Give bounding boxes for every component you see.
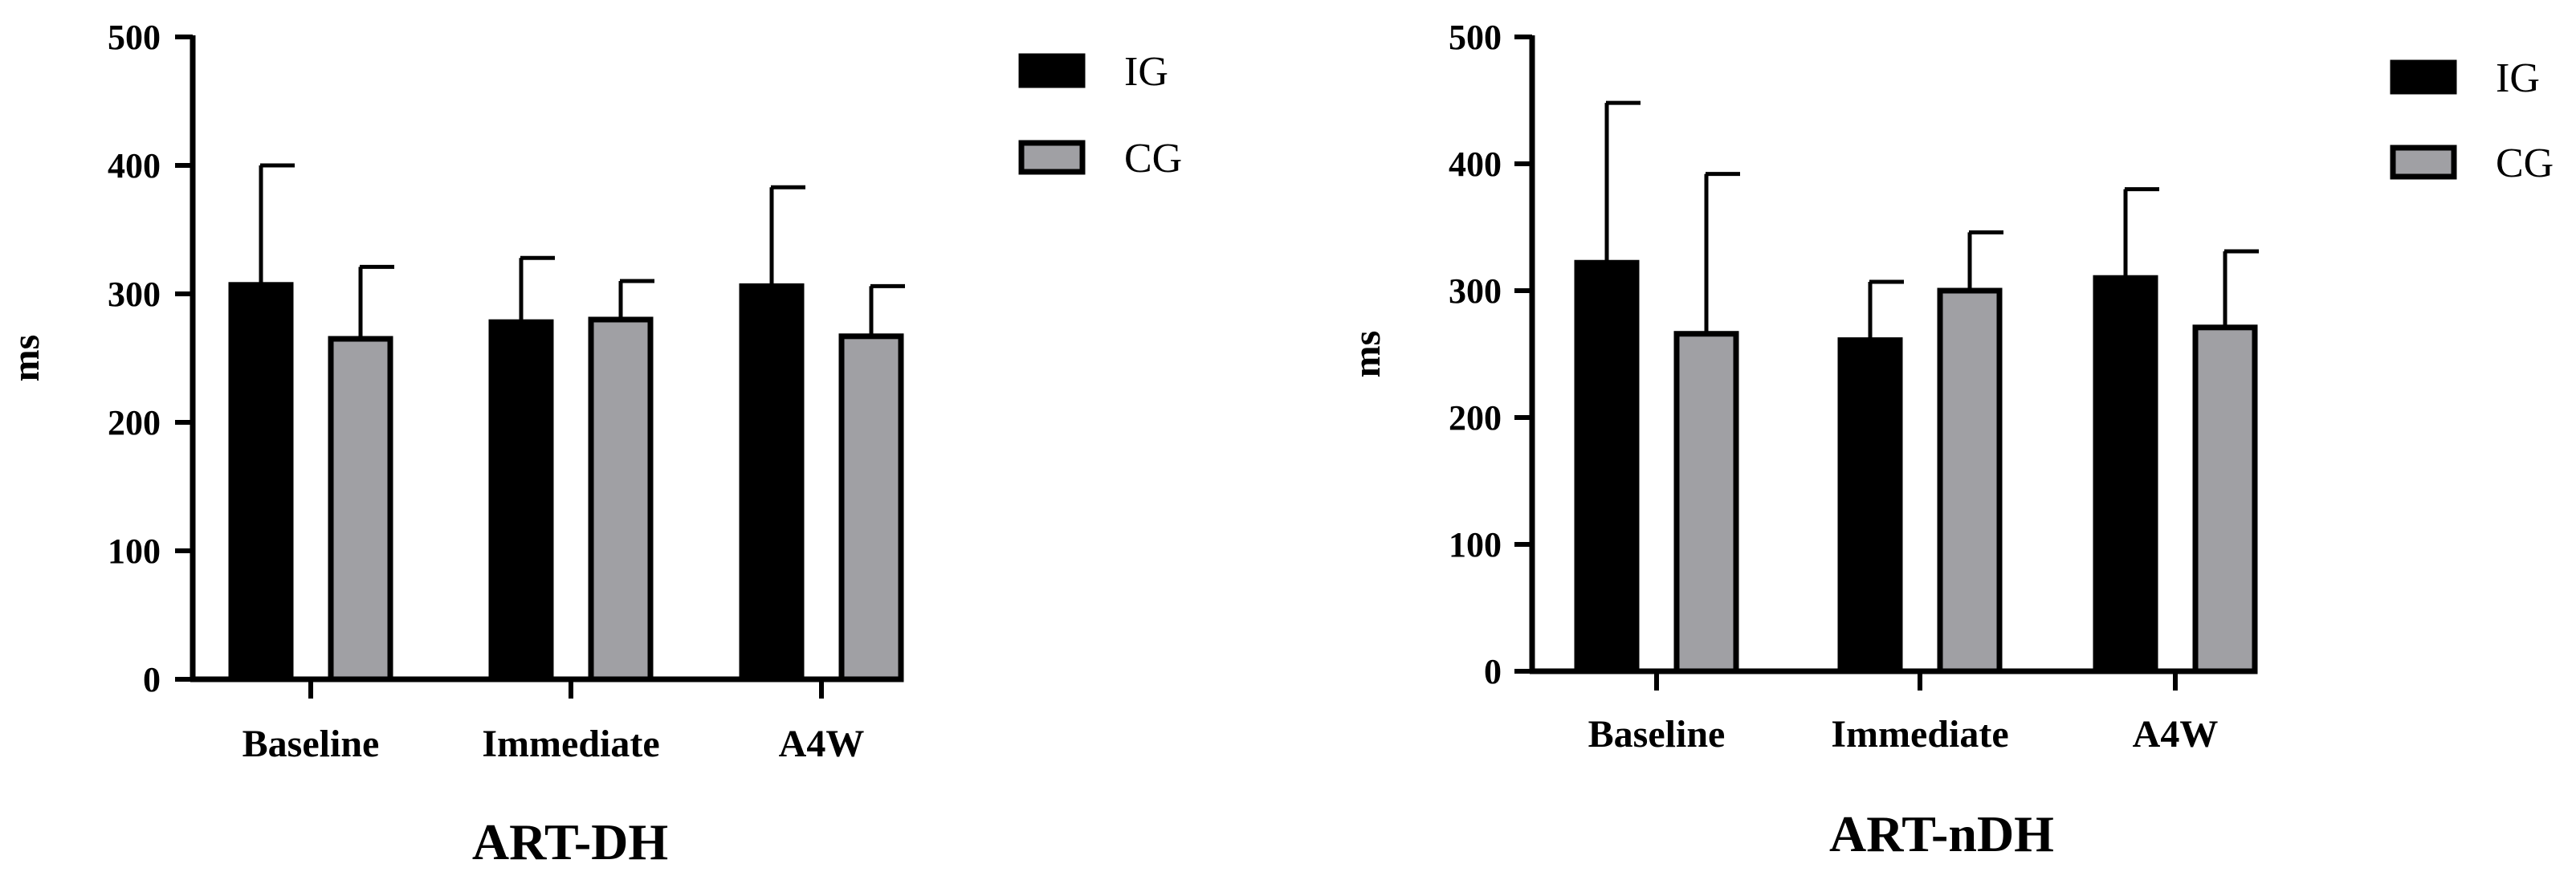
bar-cg [1937,287,2003,674]
bar-ig [1837,337,1903,674]
bar-ig [1574,259,1640,674]
y-tick-label: 400 [1449,145,1502,184]
y-tick-label: 100 [1449,525,1502,564]
y-axis-label: ms [5,335,47,382]
legend-label: CG [1124,136,1182,181]
x-tick-label: Baseline [1588,713,1726,756]
legend-swatch-ig [2390,59,2457,95]
y-tick-label: 100 [108,532,161,571]
x-tick-label: Immediate [1831,713,2008,756]
bar-cg [2192,324,2258,674]
y-tick-label: 300 [108,275,161,314]
chart-panel-2: 0 100 200 300 400 500 ms Baseline Immediate A4W IG… [1346,18,2554,862]
bar-ig [2093,275,2158,674]
x-tick-label: Baseline [243,723,380,765]
bar-ig [228,282,294,682]
y-tick-label: 400 [108,146,161,185]
bar-ig [488,319,554,682]
bar-cg [838,333,904,682]
y-tick-label: 500 [1449,18,1502,57]
legend-swatch-cg [1018,140,1086,175]
bar-cg [328,336,393,682]
chart-panel-1: 0 100 200 300 400 500 ms Baseline Immediate A4W IG… [5,18,1182,870]
bar-ig [739,283,805,682]
bar-cg [588,316,654,682]
legend-swatch-cg [2390,145,2457,180]
x-tick-label: A4W [2133,713,2219,756]
chart-title: ART-DH [472,813,668,870]
y-axis-label: ms [1346,331,1388,378]
y-tick-label: 300 [1449,271,1502,311]
x-tick-label: A4W [779,723,865,765]
y-tick-label: 0 [1484,652,1502,691]
legend-swatch-ig [1018,53,1086,88]
y-tick-label: 0 [143,660,161,699]
x-tick-label: Immediate [482,723,659,765]
legend-label: IG [2496,55,2540,101]
y-tick-label: 500 [108,18,161,57]
legend-label: CG [2496,141,2554,186]
y-tick-label: 200 [1449,398,1502,438]
bar-cg [1673,331,1739,674]
legend-label: IG [1124,49,1168,95]
chart-title: ART-nDH [1829,805,2054,862]
y-tick-label: 200 [108,403,161,442]
